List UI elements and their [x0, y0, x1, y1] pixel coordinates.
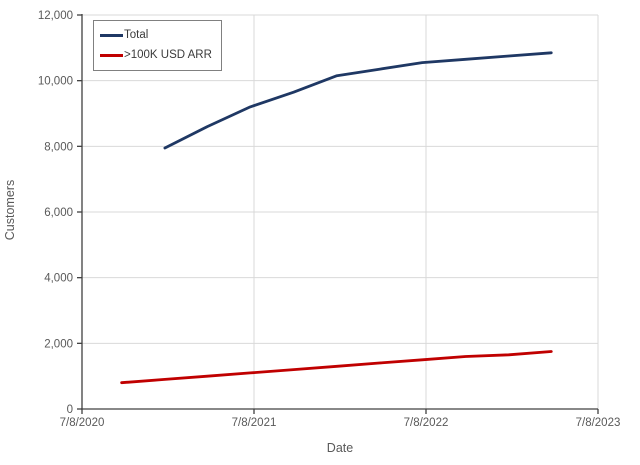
- x-tick-label: 7/8/2021: [232, 417, 277, 429]
- series-line-100k-arr: [120, 350, 553, 385]
- tick-labels: 0 2,000 4,000 6,000 8,000 10,000 12,000 7/8/202…: [38, 10, 621, 429]
- y-tick-label: 4,000: [44, 273, 73, 285]
- arr-line-swatch: [100, 53, 123, 57]
- y-tick-label: 10,000: [38, 76, 73, 88]
- x-tick-label: 7/8/2020: [60, 417, 105, 429]
- y-tick-label: 8,000: [44, 141, 73, 153]
- x-axis-title: Date: [326, 441, 354, 455]
- legend-item-total: Total: [100, 26, 212, 44]
- x-tick-label: 7/8/2022: [404, 417, 449, 429]
- y-tick-label: 6,000: [44, 207, 73, 219]
- series-lines: [120, 51, 553, 385]
- legend-item-100k-arr: >100K USD ARR: [100, 46, 212, 64]
- y-tick-label: 2,000: [44, 338, 73, 350]
- y-tick-label: 0: [67, 404, 73, 416]
- y-axis-title: Customers: [3, 179, 17, 241]
- legend: Total >100K USD ARR: [93, 20, 222, 71]
- axes: [77, 14, 599, 414]
- total-line-swatch: [100, 33, 123, 37]
- x-tick-label: 7/8/2023: [576, 417, 621, 429]
- legend-label-total: Total: [124, 29, 149, 41]
- series-line-total: [163, 51, 553, 150]
- y-tick-label: 12,000: [38, 10, 73, 22]
- legend-label-100k-arr: >100K USD ARR: [124, 49, 212, 61]
